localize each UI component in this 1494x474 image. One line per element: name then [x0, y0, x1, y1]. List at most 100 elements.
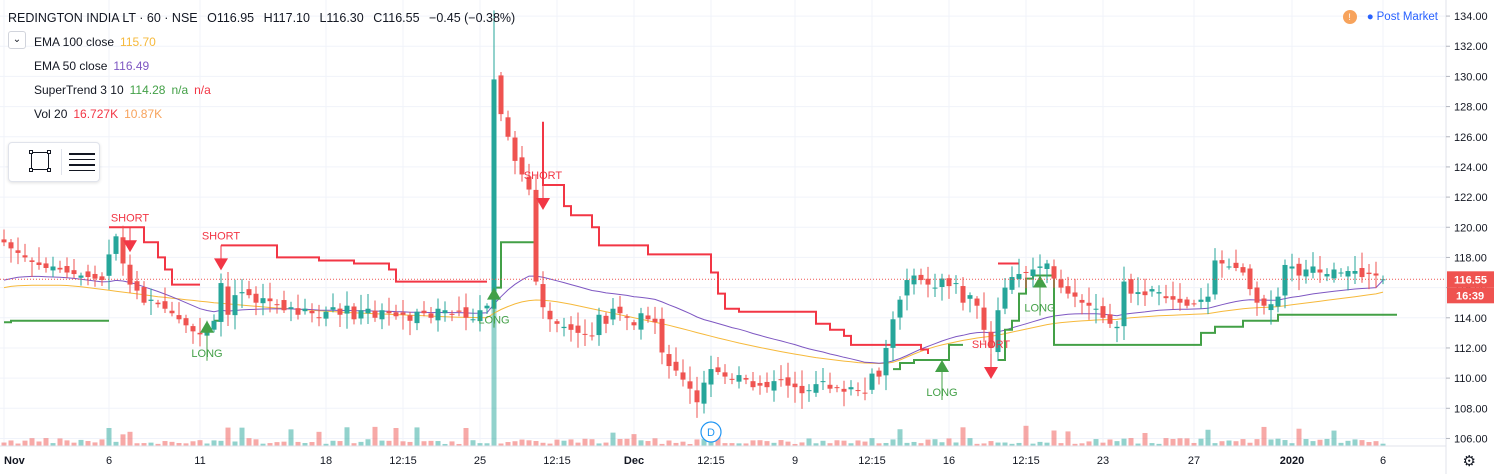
- short-arrow-icon: [984, 366, 998, 379]
- market-status[interactable]: ! ● Post Market: [1342, 10, 1438, 24]
- collapse-legend-button[interactable]: ⌄: [8, 31, 26, 49]
- volume-bar: [932, 439, 938, 446]
- price-tick-label: 128.00: [1454, 102, 1488, 114]
- volume-bar: [666, 440, 672, 446]
- settings-lines-icon[interactable]: [69, 153, 95, 175]
- long-arrow-icon: [487, 287, 501, 300]
- supertrend-down-path: [109, 121, 1019, 354]
- candle-body: [974, 298, 980, 306]
- candle-body: [456, 310, 462, 312]
- indicator-value: n/a: [171, 83, 189, 97]
- volume-bar: [1254, 439, 1260, 446]
- candle-body: [1149, 289, 1155, 292]
- volume-bar: [904, 442, 910, 446]
- candle-body: [519, 157, 525, 175]
- price-axis[interactable]: 134.00 132.00 130.00 128.00 126.00 124.00 122.…: [1445, 0, 1494, 474]
- chevron-down-icon: ⌄: [12, 34, 22, 45]
- price-tick-label: 124.00: [1454, 162, 1488, 174]
- candle-body: [414, 311, 420, 324]
- time-tick-label: 25: [474, 455, 486, 467]
- candle-body: [687, 381, 693, 389]
- volume-bar: [1275, 438, 1281, 446]
- gear-icon[interactable]: ⚙: [1462, 453, 1476, 470]
- volume-bar: [554, 439, 560, 446]
- time-tick-label: 2020: [1280, 455, 1304, 467]
- candle-body: [1282, 264, 1288, 296]
- candle-body: [386, 311, 392, 314]
- symbol-title[interactable]: REDINGTON INDIA LT · 60 · NSE: [8, 11, 198, 25]
- candle-body: [232, 295, 238, 316]
- volume-bar: [1177, 438, 1183, 446]
- candle-body: [372, 310, 378, 318]
- candle-body: [694, 390, 700, 403]
- volume-bar: [757, 440, 763, 446]
- candle-body: [120, 237, 126, 264]
- candle-body: [211, 320, 217, 330]
- candle-body: [36, 262, 42, 265]
- candle-body: [1268, 304, 1274, 311]
- volume-bar: [841, 440, 847, 446]
- last-price-badge: [1447, 271, 1494, 288]
- volume-bar: [1086, 441, 1092, 446]
- close-value: C116.55: [373, 11, 420, 25]
- candle-body: [904, 280, 910, 296]
- candle-body: [134, 281, 140, 291]
- volume-bar: [491, 246, 497, 446]
- volume-bar: [547, 443, 553, 446]
- candle-body: [43, 263, 49, 268]
- candle-body: [932, 287, 938, 289]
- change-value: −0.45 (−0.38%): [429, 11, 516, 25]
- price-tick-label: 122.00: [1454, 192, 1488, 204]
- volume-bar: [365, 439, 371, 446]
- volume-bar: [435, 441, 441, 446]
- candle-body: [813, 384, 819, 393]
- volume-bar: [1044, 442, 1050, 446]
- indicator-row[interactable]: EMA 100 close 115.70: [8, 30, 521, 54]
- indicator-row[interactable]: Vol 20 16.727K 10.87K: [8, 102, 521, 126]
- volume-bar: [155, 443, 161, 446]
- candle-body: [1072, 292, 1078, 297]
- rectangle-tool-icon[interactable]: [29, 150, 51, 172]
- volume-bar: [855, 440, 861, 446]
- candle-body: [1100, 306, 1106, 318]
- time-axis[interactable]: Nov 6 11 18 12:15 25 12:15 Dec 12:15 9 12:15 16 12:1…: [0, 445, 1446, 467]
- volume-bar: [393, 428, 399, 446]
- candle-body: [638, 313, 644, 330]
- candle-body: [568, 324, 574, 330]
- indicator-row[interactable]: EMA 50 close 116.49: [8, 54, 521, 78]
- volume-bar: [1233, 441, 1239, 446]
- volume-bar: [1023, 425, 1029, 446]
- volume-bar: [883, 442, 889, 446]
- long-signal-label: LONG: [1024, 303, 1055, 315]
- candle-body: [995, 310, 1001, 353]
- candle-body: [1324, 274, 1330, 277]
- candle-body: [526, 176, 532, 190]
- candle-body: [666, 354, 672, 367]
- low-value: L116.30: [319, 11, 364, 25]
- candle-body: [1247, 268, 1253, 290]
- time-tick-label: 23: [1097, 455, 1109, 467]
- indicator-label: Vol 20: [34, 107, 68, 121]
- candle-body: [57, 267, 63, 270]
- candle-body: [1142, 291, 1148, 296]
- long-arrow-icon: [935, 360, 949, 373]
- candle-body: [1156, 292, 1162, 294]
- volume-bar: [897, 429, 903, 446]
- volume-bar: [967, 438, 973, 446]
- volume-bar: [582, 438, 588, 446]
- indicator-row[interactable]: SuperTrend 3 10 114.28 n/a n/a: [8, 78, 521, 102]
- volume-bar: [113, 441, 119, 446]
- indicator-value: 114.28: [129, 83, 166, 97]
- volume-bar: [1338, 442, 1344, 446]
- candle-body: [344, 305, 350, 314]
- candle-body: [141, 287, 147, 303]
- candle-body: [1023, 271, 1029, 273]
- candle-body: [169, 310, 175, 314]
- volume-bar: [372, 426, 378, 446]
- volume-bar: [743, 443, 749, 446]
- candle-body: [778, 379, 784, 381]
- volume-bar: [1345, 440, 1351, 446]
- long-arrow-icon: [1033, 275, 1047, 288]
- candle-body: [918, 274, 924, 281]
